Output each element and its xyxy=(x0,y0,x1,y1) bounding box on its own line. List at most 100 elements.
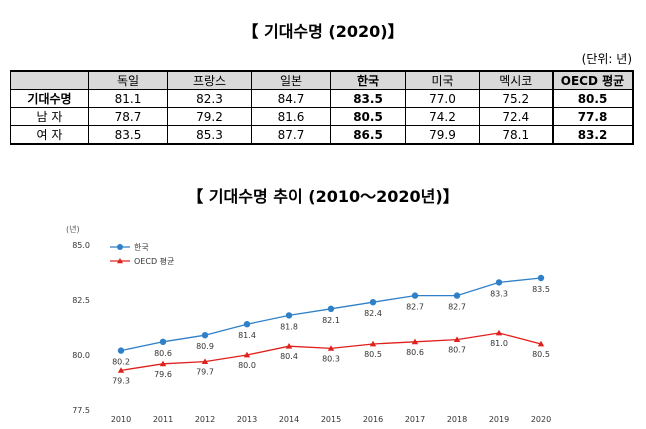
oecd-data-label: 80.0 xyxy=(238,361,256,370)
table-cell: 86.5 xyxy=(330,125,406,145)
oecd-data-label: 80.7 xyxy=(448,346,466,355)
oecd-data-label: 80.4 xyxy=(280,352,298,361)
unit-label: (단위: 년) xyxy=(581,52,632,66)
oecd-data-point xyxy=(327,345,335,351)
oecd-data-point xyxy=(117,367,125,373)
x-tick-label: 2016 xyxy=(363,415,383,424)
legend-label: OECD 평균 xyxy=(134,256,174,266)
korea-data-label: 80.6 xyxy=(154,349,172,358)
header-cell: 미국 xyxy=(405,70,480,90)
table-cell: 75.2 xyxy=(479,89,553,108)
table-cell: 80.5 xyxy=(551,89,634,108)
korea-data-label: 82.7 xyxy=(448,303,466,312)
header-cell: 일본 xyxy=(251,70,331,90)
x-tick-label: 2012 xyxy=(195,415,215,424)
oecd-data-label: 81.0 xyxy=(490,339,508,348)
table-cell: 87.7 xyxy=(251,125,331,145)
x-tick-label: 2010 xyxy=(111,415,131,424)
table-cell: 81.1 xyxy=(88,89,168,108)
table-cell: 72.4 xyxy=(479,107,553,126)
oecd-data-label: 80.6 xyxy=(406,348,424,357)
table-cell: 78.1 xyxy=(479,125,553,145)
y-tick-label: 80.0 xyxy=(72,351,90,360)
legend-marker xyxy=(117,244,123,250)
korea-data-label: 82.7 xyxy=(406,303,424,312)
oecd-data-point xyxy=(495,329,503,336)
y-tick-label: 82.5 xyxy=(72,296,90,305)
x-tick-label: 2014 xyxy=(279,415,299,424)
korea-data-point xyxy=(411,292,419,299)
x-tick-label: 2013 xyxy=(237,415,257,424)
korea-data-label: 83.5 xyxy=(532,285,550,294)
oecd-data-point xyxy=(453,336,461,342)
header-cell: OECD 평균 xyxy=(551,70,634,90)
table-row: 여 자 83.5 85.3 87.7 86.5 79.9 78.1 83.2 xyxy=(10,125,634,145)
table-cell: 85.3 xyxy=(167,125,252,145)
oecd-data-label: 80.5 xyxy=(532,350,550,359)
y-tick-label: 77.5 xyxy=(72,406,90,415)
korea-data-label: 80.2 xyxy=(112,358,130,367)
life-expectancy-table: 독일 프랑스 일본 한국 미국 멕시코 OECD 평균 기대수명 81.1 82… xyxy=(10,70,634,145)
korea-data-point xyxy=(159,338,167,345)
oecd-data-label: 80.3 xyxy=(322,354,340,363)
header-cell xyxy=(10,70,89,90)
row-label: 여 자 xyxy=(10,125,89,145)
row-label: 기대수명 xyxy=(10,89,89,108)
oecd-data-label: 79.7 xyxy=(196,368,214,377)
table-cell: 83.2 xyxy=(551,125,634,145)
oecd-data-point xyxy=(285,343,293,349)
table-cell: 82.3 xyxy=(167,89,252,108)
korea-data-point xyxy=(327,305,335,312)
oecd-data-label: 79.3 xyxy=(112,376,130,385)
korea-data-point xyxy=(285,312,293,319)
table-cell: 83.5 xyxy=(88,125,168,145)
oecd-data-label: 79.6 xyxy=(154,370,172,379)
legend-marker xyxy=(117,258,123,264)
table-cell: 78.7 xyxy=(88,107,168,126)
korea-data-point xyxy=(495,279,503,286)
korea-data-label: 81.4 xyxy=(238,331,256,340)
korea-data-point xyxy=(453,292,461,299)
x-tick-label: 2018 xyxy=(447,415,467,424)
oecd-data-point xyxy=(537,340,545,347)
table-cell: 80.5 xyxy=(330,107,406,126)
y-tick-label: 85.0 xyxy=(72,241,90,250)
table-cell: 77.0 xyxy=(405,89,480,108)
korea-data-label: 82.1 xyxy=(322,316,340,325)
oecd-data-point xyxy=(369,340,377,347)
y-axis-label: (년) xyxy=(66,224,80,234)
table-cell: 84.7 xyxy=(251,89,331,108)
table-cell: 83.5 xyxy=(330,89,406,108)
x-tick-label: 2015 xyxy=(321,415,341,424)
header-cell: 한국 xyxy=(330,70,406,90)
korea-data-label: 81.8 xyxy=(280,322,298,331)
table-header-row: 독일 프랑스 일본 한국 미국 멕시코 OECD 평균 xyxy=(10,70,634,90)
table-title: 【 기대수명 (2020)】 xyxy=(242,22,404,41)
table-cell: 81.6 xyxy=(251,107,331,126)
oecd-data-label: 80.5 xyxy=(364,350,382,359)
oecd-data-point xyxy=(243,351,251,358)
line-chart: (년) 85.0 82.5 80.0 77.5 2010 2011 2012 2013 2014 2… xyxy=(66,224,551,424)
table-row: 기대수명 81.1 82.3 84.7 83.5 77.0 75.2 80.5 xyxy=(10,89,634,108)
x-tick-label: 2017 xyxy=(405,415,425,424)
table-cell: 74.2 xyxy=(405,107,480,126)
table-row: 남 자 78.7 79.2 81.6 80.5 74.2 72.4 77.8 xyxy=(10,107,634,126)
header-cell: 독일 xyxy=(88,70,168,90)
korea-data-point xyxy=(537,274,545,282)
korea-data-point xyxy=(117,347,125,354)
table-cell: 79.9 xyxy=(405,125,480,145)
korea-data-point xyxy=(201,332,209,339)
oecd-data-point xyxy=(201,358,209,364)
header-cell: 멕시코 xyxy=(479,70,553,90)
oecd-data-point xyxy=(159,360,167,367)
row-label: 남 자 xyxy=(10,107,89,126)
korea-data-label: 80.9 xyxy=(196,342,214,351)
chart-title: 【 기대수명 추이 (2010～2020년)】 xyxy=(187,187,459,206)
korea-data-point xyxy=(243,321,251,328)
header-cell: 프랑스 xyxy=(167,70,252,90)
x-tick-label: 2019 xyxy=(489,415,509,424)
korea-series-line xyxy=(120,277,542,352)
korea-data-label: 83.3 xyxy=(490,289,508,298)
korea-data-label: 82.4 xyxy=(364,309,382,318)
table-cell: 79.2 xyxy=(167,107,252,126)
